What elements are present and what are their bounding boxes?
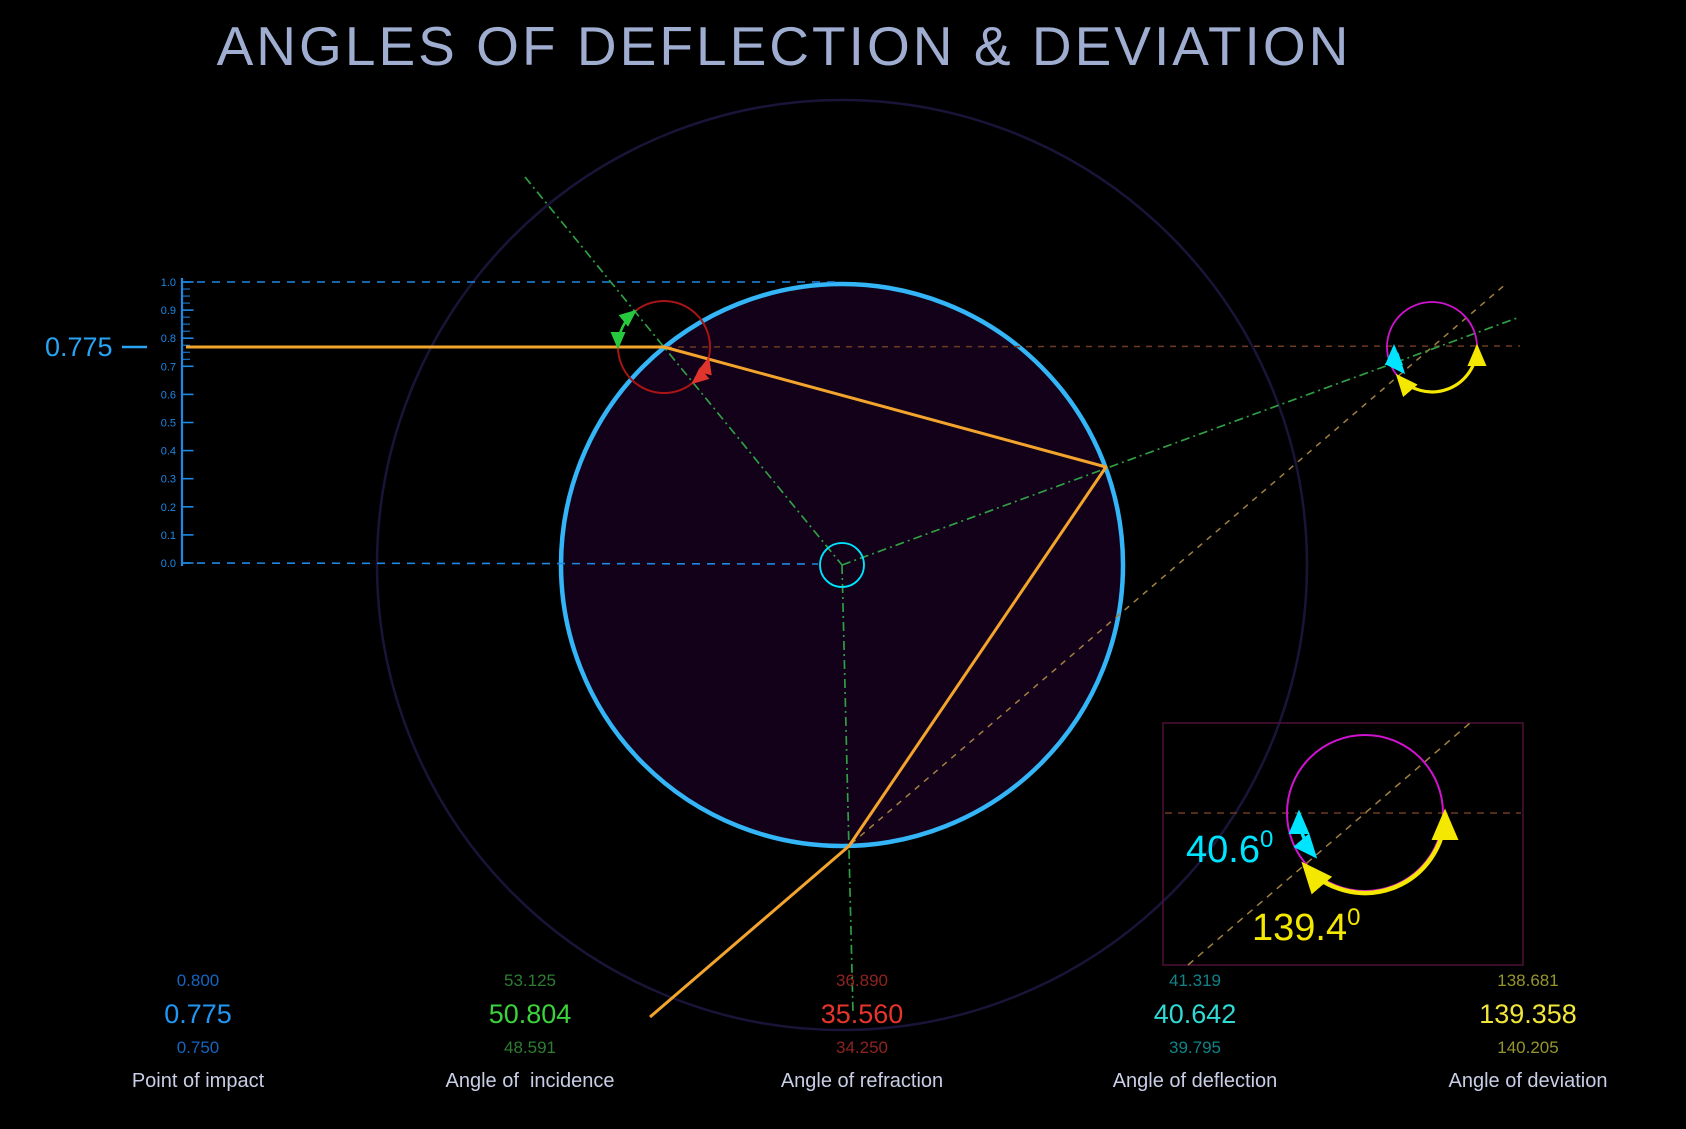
impact-scale-labels: 1.0 0.9 0.8 0.7 0.6 0.5 0.4 0.3 0.2 0.1 0.0 (161, 277, 176, 570)
axis-tick-label: 0.3 (161, 474, 176, 486)
readout-below-value: 34.250 (836, 1038, 888, 1057)
impact-scale-ticks (183, 281, 194, 564)
axis-tick-label: 0.8 (161, 333, 176, 345)
readout-main-value: 0.775 (164, 999, 232, 1029)
readout-main-value: 35.560 (820, 999, 904, 1029)
readout-main-value: 139.358 (1479, 999, 1577, 1029)
axis-tick-label: 0.7 (161, 361, 176, 373)
guide-line-zero (181, 562, 819, 565)
readout-point-of-impact: 0.800 0.775 0.750 Point of impact (68, 972, 328, 1091)
deviation-angle-arc (1395, 343, 1487, 398)
readout-below-value: 0.750 (176, 1038, 220, 1057)
readout-label: Angle of deflection (1112, 1070, 1278, 1092)
normal-at-reflection (841, 317, 1518, 566)
readout-label: Point of impact (131, 1070, 265, 1092)
impact-value-marker: 0.775 (45, 332, 113, 362)
incidence-angle-arc (610, 309, 637, 350)
readout-above-value: 138.681 (1497, 971, 1559, 990)
axis-tick-label: 0.0 (161, 558, 176, 570)
axis-tick-label: 0.6 (161, 389, 176, 401)
light-ray-path (186, 345, 1108, 1019)
readout-above-value: 41.319 (1169, 971, 1221, 990)
axis-tick-label: 0.9 (161, 305, 176, 317)
readout-below-value: 48.591 (504, 1038, 556, 1057)
readout-label: Angle of deviation (1448, 1070, 1608, 1092)
inset-deviation-angle-arc (1301, 808, 1459, 896)
degree-superscript: 0 (1347, 904, 1360, 931)
readout-angle-of-incidence: 53.125 50.804 48.591 Angle of incidence (400, 972, 660, 1091)
degree-superscript: 0 (1260, 826, 1273, 853)
readout-label: Angle of refraction (780, 1070, 944, 1092)
inset-deviation-value: 139.40 (1252, 904, 1360, 949)
inset-deflection-angle-arc (1288, 809, 1318, 859)
refraction-angle-arc (691, 356, 712, 385)
axis-tick-label: 0.5 (161, 418, 176, 430)
normal-at-entry (524, 176, 843, 566)
readout-angle-of-deviation: 138.681 139.358 140.205 Angle of deviati… (1398, 972, 1658, 1091)
inset-deflection-value: 40.60 (1186, 826, 1273, 871)
readout-angle-of-deflection: 41.319 40.642 39.795 Angle of deflection (1065, 972, 1325, 1091)
page-title: ANGLES OF DEFLECTION & DEVIATION (216, 15, 1352, 77)
readout-angle-of-refraction: 36.890 35.560 34.250 Angle of refraction (732, 972, 992, 1091)
axis-tick-label: 1.0 (161, 277, 176, 289)
drop-center-circle (819, 542, 865, 588)
axis-tick-label: 0.2 (161, 502, 176, 514)
deviation-inset: 40.60 139.40 (1162, 722, 1524, 966)
readout-above-value: 0.800 (176, 971, 220, 990)
readout-above-value: 53.125 (504, 971, 556, 990)
readout-label: Angle of incidence (445, 1070, 615, 1092)
readout-main-value: 50.804 (488, 999, 572, 1029)
readout-below-value: 140.205 (1497, 1038, 1559, 1057)
incident-extension-line (665, 345, 1521, 348)
axis-tick-label: 0.1 (161, 530, 176, 542)
readout-main-value: 40.642 (1153, 999, 1237, 1029)
axis-tick-label: 0.4 (161, 446, 176, 458)
outer-reference-circle (375, 98, 1309, 1032)
readout-below-value: 39.795 (1169, 1038, 1221, 1057)
inset-border (1162, 722, 1524, 966)
readout-above-value: 36.890 (836, 971, 888, 990)
